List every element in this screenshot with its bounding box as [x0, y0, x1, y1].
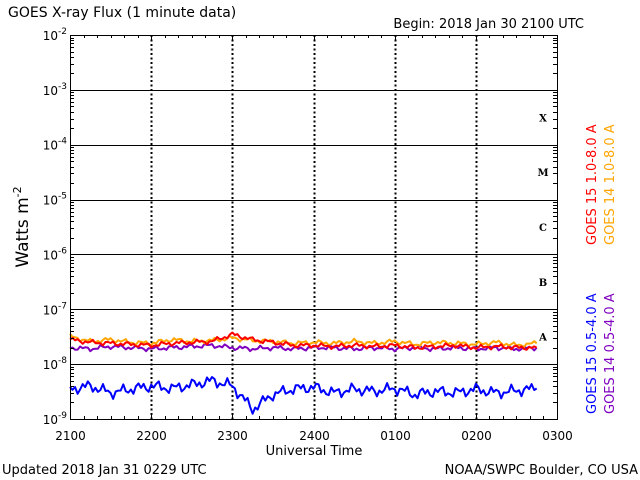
- y-tick-label: 10-6: [43, 246, 68, 262]
- y-tick-label: 10-5: [43, 192, 67, 208]
- credit-text: NOAA/SWPC Boulder, CO USA: [445, 463, 638, 478]
- flare-class-label: M: [537, 168, 548, 179]
- grid: [70, 35, 557, 419]
- flare-class-label: X: [539, 113, 547, 124]
- legend-entry: GOES 14 0.5-4.0 A: [603, 293, 618, 414]
- chart-title: GOES X-ray Flux (1 minute data): [8, 5, 236, 21]
- flare-class-label: C: [539, 223, 547, 234]
- y-tick-label: 10-3: [43, 82, 67, 98]
- legend: GOES 15 0.5-4.0 A GOES 14 0.5-4.0 A GOES 1…: [585, 124, 618, 414]
- x-tick-label: 2200: [136, 429, 167, 443]
- legend-entry: GOES 15 1.0-8.0 A: [585, 124, 600, 245]
- x-tick-label: 2100: [55, 429, 86, 443]
- y-tick-label: 10-7: [43, 301, 67, 317]
- series-line: [69, 331, 538, 351]
- x-axis-label: Universal Time: [266, 444, 363, 459]
- flare-class-label: B: [539, 278, 547, 289]
- y-tick-label: 10-8: [43, 356, 68, 372]
- begin-time: Begin: 2018 Jan 30 2100 UTC: [393, 17, 584, 32]
- flare-class-label: A: [538, 333, 547, 344]
- y-tick-label: 10-9: [43, 411, 68, 427]
- x-tick-label: 2400: [299, 429, 330, 443]
- axis-ticks: 2100 2200 2300 2400 0100 0200 0300 10-9 10-8 10-7…: [43, 27, 573, 443]
- plot-frame: [70, 35, 558, 420]
- y-tick-label: 10-2: [43, 27, 67, 43]
- x-tick-label: 0200: [461, 429, 492, 443]
- x-tick-label: 0100: [380, 429, 411, 443]
- x-tick-label: 0300: [542, 429, 573, 443]
- updated-timestamp: Updated 2018 Jan 31 0229 UTC: [2, 463, 207, 478]
- series-line: [69, 376, 538, 415]
- legend-entry: GOES 15 0.5-4.0 A: [585, 293, 600, 414]
- legend-entry: GOES 14 1.0-8.0 A: [603, 124, 618, 245]
- series-line: [69, 342, 538, 353]
- series-layer: [69, 331, 538, 415]
- y-axis-label: Watts m-2: [11, 186, 33, 267]
- y-tick-label: 10-4: [43, 137, 68, 153]
- x-tick-label: 2300: [217, 429, 248, 443]
